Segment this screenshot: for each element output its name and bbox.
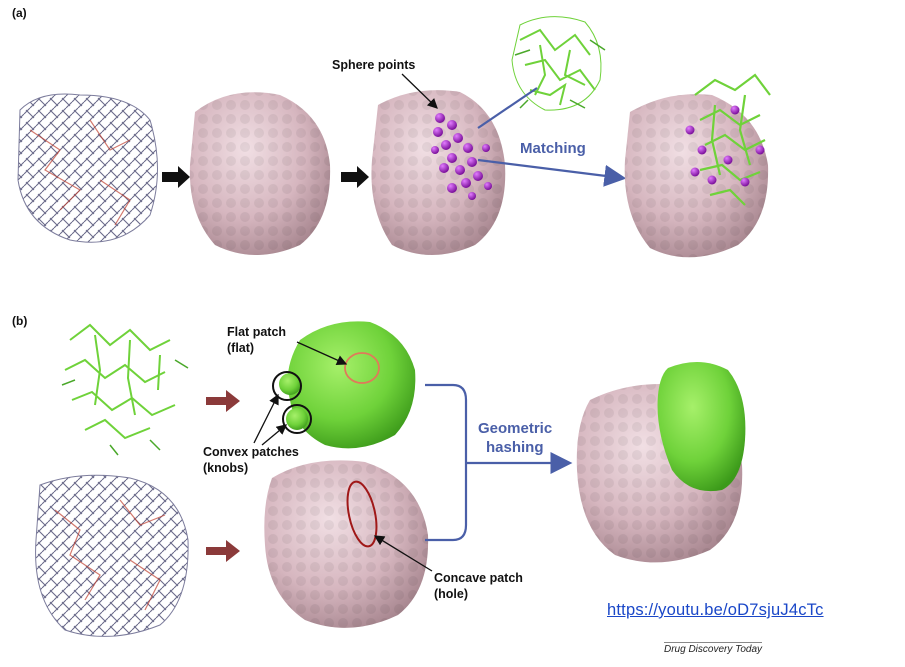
red-arrow-ligand [206, 390, 240, 412]
receptor-stick-model-b [35, 474, 189, 637]
sphere-points-label: Sphere points [332, 58, 415, 72]
geometric-hashing-label-line1: Geometric [478, 420, 552, 437]
youtube-link[interactable]: https://youtu.be/oD7sjuJ4cTc [607, 601, 824, 619]
ligand-stick-model-b [61, 323, 189, 456]
sphere-points-pointer [401, 73, 438, 109]
sphere-points-cluster [431, 113, 492, 200]
black-arrow-a2 [341, 166, 369, 188]
flat-patch-label-line2: (flat) [227, 341, 254, 355]
panel-b-label: (b) [12, 314, 27, 328]
convex-patches-label-line1: Convex patches [203, 445, 299, 459]
concave-patch-marker [346, 480, 378, 548]
receptor-surface-b [264, 460, 429, 628]
convex-patch-marker-1 [272, 371, 302, 401]
receptor-stick-model-a [17, 93, 158, 243]
matching-arrow-upper [477, 87, 538, 129]
concave-patch-pointer [373, 535, 433, 572]
black-arrow-a1 [162, 166, 190, 188]
docked-complex-a [624, 73, 771, 258]
convex-patches-pointer-2 [261, 424, 287, 446]
matching-arrow-lower [477, 158, 627, 187]
matching-label: Matching [520, 140, 586, 157]
convex-patches-label-line2: (knobs) [203, 461, 248, 475]
ligand-stick-model-a [511, 16, 606, 111]
flat-patch-label-line1: Flat patch [227, 325, 286, 339]
flat-patch-pointer [296, 341, 348, 366]
concave-patch-label-line2: (hole) [434, 587, 468, 601]
concave-patch-label-line1: Concave patch [434, 571, 523, 585]
ligand-surface-b [279, 321, 416, 449]
flat-patch-marker [344, 352, 380, 384]
docked-complex-b [576, 361, 746, 563]
panel-a-label: (a) [12, 6, 27, 20]
convex-patches-pointer-1 [253, 393, 279, 444]
geometric-hashing-label-line2: hashing [486, 439, 544, 456]
source-credit: Drug Discovery Today [664, 642, 763, 655]
convex-patch-marker-2 [282, 404, 312, 434]
red-arrow-receptor [206, 540, 240, 562]
geometric-hashing-bracket [425, 383, 568, 542]
receptor-surface-a2 [371, 90, 506, 256]
receptor-surface-a1 [189, 92, 331, 255]
